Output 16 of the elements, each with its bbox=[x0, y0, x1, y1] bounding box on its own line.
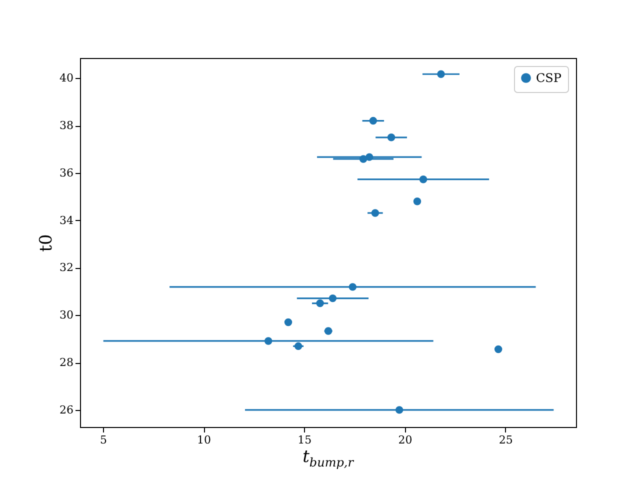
x-tick-label: 15 bbox=[298, 434, 312, 446]
legend-label: CSP bbox=[536, 71, 562, 85]
y-axis-title: t0 bbox=[36, 234, 57, 252]
y-tick-label: 28 bbox=[60, 356, 74, 370]
y-tick-label: 34 bbox=[60, 214, 74, 227]
y-tick-label: 32 bbox=[60, 261, 74, 274]
x-tick-label: 20 bbox=[398, 434, 412, 446]
y-tick-label: 38 bbox=[60, 119, 74, 132]
y-tick-label: 36 bbox=[60, 166, 74, 180]
y-tick-label: 40 bbox=[60, 72, 74, 85]
x-tick-label: 5 bbox=[100, 434, 107, 446]
x-tick-label: 25 bbox=[498, 434, 513, 446]
x-tick-label: 10 bbox=[197, 434, 212, 446]
y-tick-label: 26 bbox=[60, 403, 74, 416]
y-tick-label: 30 bbox=[60, 308, 74, 322]
x-axis-title: t$_{bump,r}$ bbox=[302, 447, 355, 470]
